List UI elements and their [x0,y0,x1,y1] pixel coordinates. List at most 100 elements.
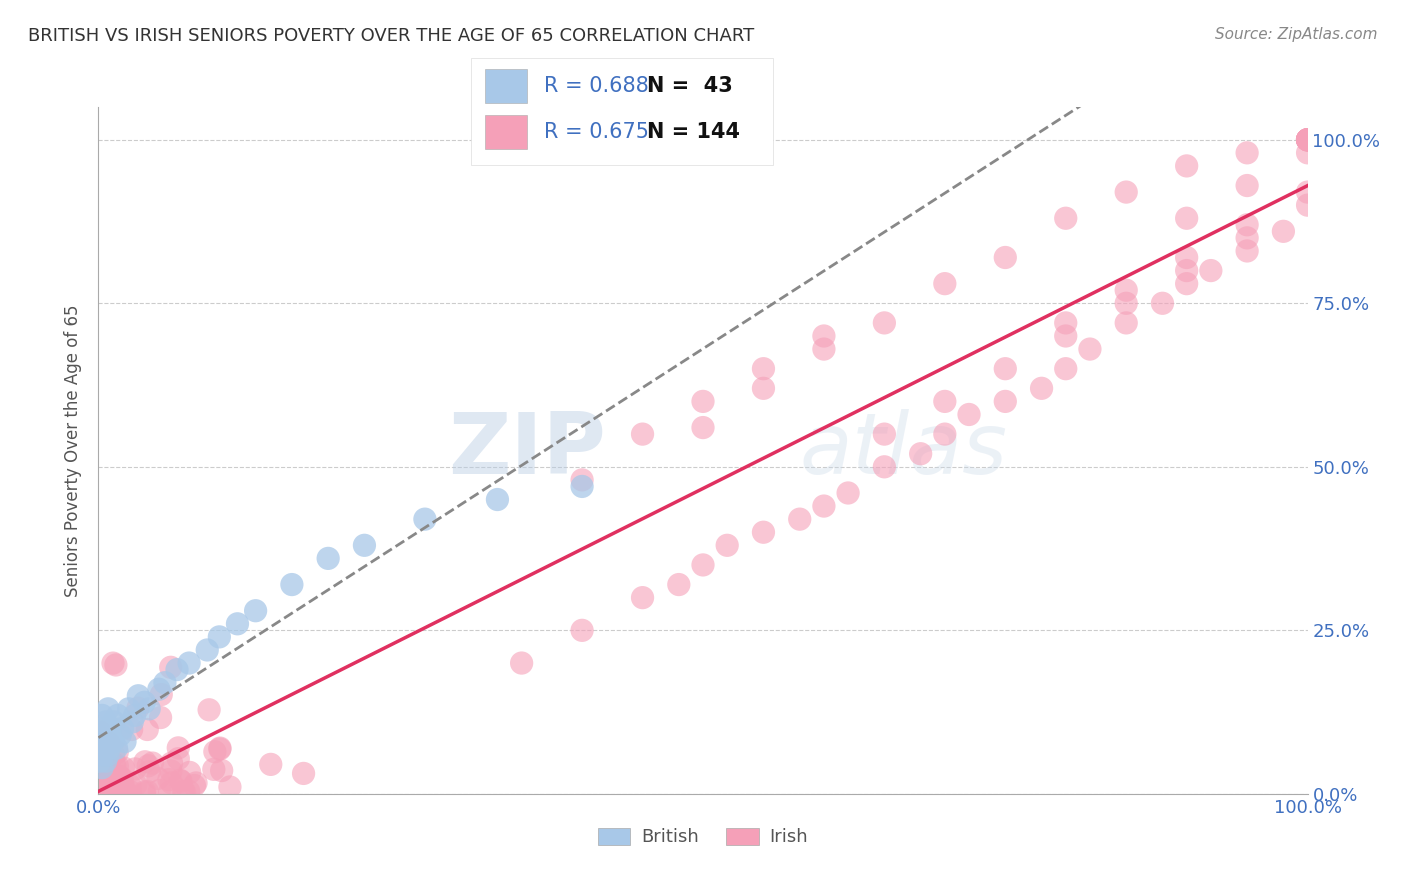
Point [93,739,115,754]
Point [281,577,304,591]
Point [957,408,980,422]
Point [127,689,149,703]
Point [934,277,956,291]
Point [1236,231,1258,245]
Point [98,741,121,756]
Point [173,785,195,799]
Point [159,785,181,799]
Text: Source: ZipAtlas.com: Source: ZipAtlas.com [1215,27,1378,42]
Point [292,766,315,780]
Point [89,764,111,779]
Point [631,427,654,442]
Point [89,724,111,739]
Point [1236,145,1258,160]
Point [813,342,835,356]
Point [1236,218,1258,232]
Point [91,776,114,790]
Point [101,734,124,748]
Point [873,427,896,442]
Point [1115,296,1137,310]
Point [97,702,120,716]
Point [353,538,375,552]
Point [1296,133,1319,147]
Point [260,757,283,772]
Point [170,774,193,789]
Point [789,512,811,526]
Point [631,591,654,605]
Point [104,657,127,672]
Point [93,741,115,756]
Point [138,702,160,716]
Text: N = 144: N = 144 [647,122,740,142]
Point [114,784,136,798]
Point [96,734,118,748]
Point [1152,296,1174,310]
Point [184,776,207,790]
Point [103,714,125,729]
Point [108,728,131,742]
Point [813,499,835,513]
Point [1175,211,1198,226]
Point [89,758,111,772]
Point [198,703,221,717]
Point [1199,263,1222,277]
Point [873,459,896,474]
Point [226,616,249,631]
Text: ZIP: ZIP [449,409,606,492]
Point [167,740,190,755]
Point [108,769,131,783]
Point [166,663,188,677]
Point [1031,381,1053,395]
Point [125,778,148,792]
Point [134,787,156,801]
Point [121,714,143,729]
Point [1054,316,1077,330]
Point [692,420,714,434]
Point [167,752,190,766]
Point [108,780,131,794]
Point [120,785,142,799]
Point [994,394,1017,409]
Point [100,775,122,789]
Y-axis label: Seniors Poverty Over the Age of 65: Seniors Poverty Over the Age of 65 [65,304,83,597]
Point [103,747,125,762]
Point [100,722,122,736]
Point [91,761,114,775]
Point [98,736,121,750]
Point [177,784,200,798]
Point [1115,283,1137,297]
Point [108,780,131,795]
Point [90,734,112,748]
Point [1296,133,1319,147]
Point [1175,277,1198,291]
Point [94,754,117,768]
Point [1054,329,1077,343]
Point [752,381,775,395]
Point [1296,145,1319,160]
Point [150,688,173,702]
Point [1236,178,1258,193]
Point [101,775,124,789]
Point [124,762,146,776]
Point [110,783,132,797]
Point [94,714,117,729]
Point [91,741,114,756]
Point [1296,133,1319,147]
Point [202,763,225,777]
Point [89,742,111,756]
Point [1175,251,1198,265]
Point [413,512,436,526]
Point [136,758,159,772]
Point [160,756,183,771]
Point [179,656,201,670]
Point [97,785,120,799]
Point [98,770,121,784]
Point [1296,133,1319,147]
Point [1236,244,1258,258]
Point [316,551,339,566]
Point [510,656,533,670]
Point [148,682,170,697]
Point [204,745,226,759]
Text: R = 0.675: R = 0.675 [544,122,650,142]
Point [90,757,112,772]
